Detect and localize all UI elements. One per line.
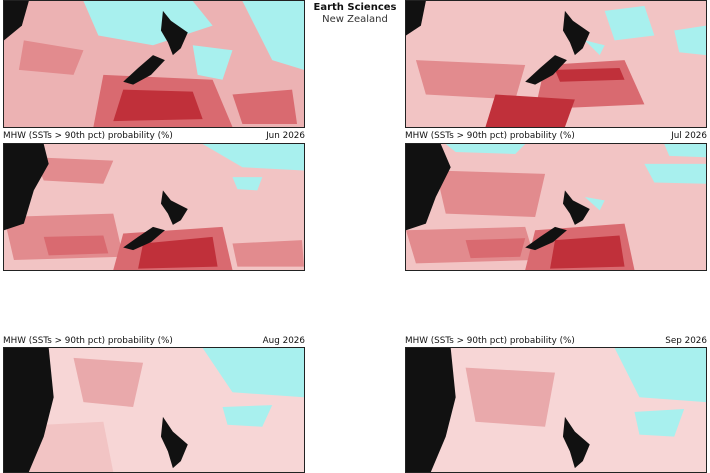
caption-date: Jun 2026	[266, 131, 305, 141]
brand-line2: New Zealand	[322, 14, 388, 25]
caption-label: MHW (SSTs > 90th pct) probability (%)	[3, 336, 173, 346]
map-jul	[406, 1, 706, 127]
caption-label: MHW (SSTs > 90th pct) probability (%)	[405, 131, 575, 141]
map-panel-6	[405, 347, 707, 473]
caption-label: MHW (SSTs > 90th pct) probability (%)	[3, 131, 173, 141]
map-panel-sep	[405, 143, 707, 271]
map-sep	[406, 144, 706, 270]
caption-sep: MHW (SSTs > 90th pct) probability (%) Se…	[405, 335, 707, 347]
map-5	[4, 348, 304, 472]
map-panel-jul	[405, 0, 707, 128]
caption-date: Sep 2026	[665, 336, 707, 346]
map-panel-5	[3, 347, 305, 473]
caption-aug: MHW (SSTs > 90th pct) probability (%) Au…	[3, 335, 305, 347]
map-panel-jun	[3, 0, 305, 128]
brand-line1: Earth Sciences	[313, 2, 397, 13]
map-6	[406, 348, 706, 472]
caption-label: MHW (SSTs > 90th pct) probability (%)	[405, 336, 575, 346]
caption-date: Aug 2026	[262, 336, 305, 346]
caption-jun: MHW (SSTs > 90th pct) probability (%) Ju…	[3, 130, 305, 142]
map-aug	[4, 144, 304, 270]
caption-date: Jul 2026	[671, 131, 707, 141]
map-panel-aug	[3, 143, 305, 271]
caption-jul: MHW (SSTs > 90th pct) probability (%) Ju…	[405, 130, 707, 142]
brand-logo: Earth Sciences New Zealand	[300, 2, 410, 26]
map-jun	[4, 1, 304, 127]
